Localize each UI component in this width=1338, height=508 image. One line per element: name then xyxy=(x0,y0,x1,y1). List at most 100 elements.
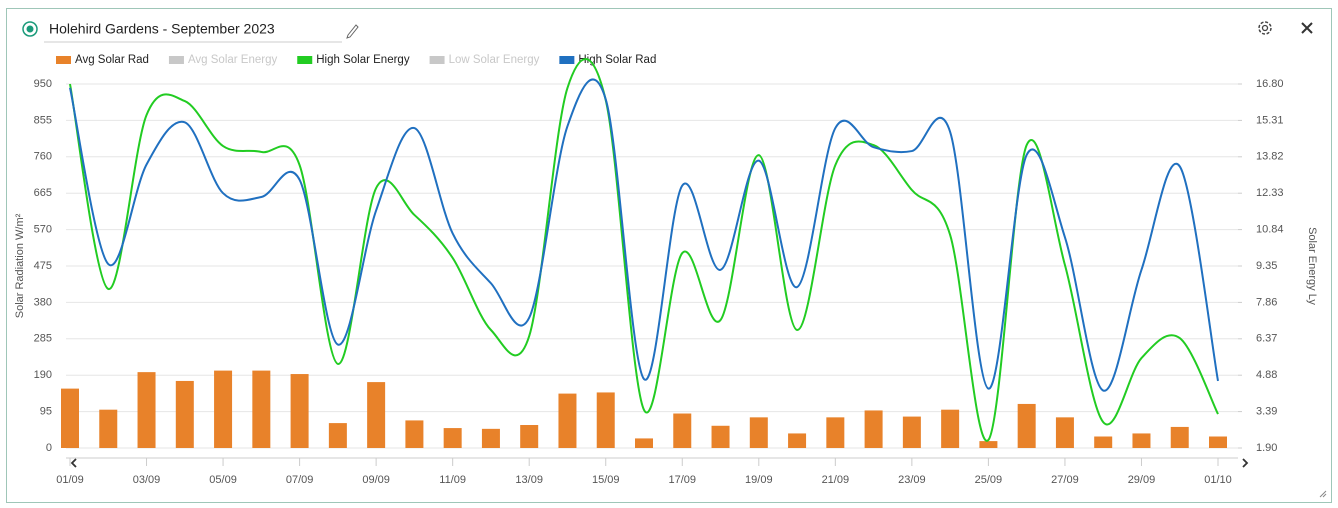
legend-label: Low Solar Energy xyxy=(449,54,540,66)
settings-icon[interactable] xyxy=(1258,21,1272,35)
x-tick-label: 09/09 xyxy=(362,474,390,486)
bar xyxy=(902,416,921,448)
y-tick-label: 950 xyxy=(34,78,52,90)
legend-swatch xyxy=(168,56,184,64)
bar xyxy=(405,420,424,448)
y2-tick-label: 7.86 xyxy=(1256,296,1277,308)
y-tick-label: 475 xyxy=(34,260,52,272)
y-tick-label: 95 xyxy=(40,406,52,418)
bar xyxy=(367,382,386,448)
bar xyxy=(826,417,845,448)
y-tick-label: 855 xyxy=(34,114,52,126)
legend-item[interactable]: Avg Solar Rad xyxy=(56,54,149,66)
y2-tick-label: 12.33 xyxy=(1256,187,1284,199)
legend-item[interactable]: High Solar Rad xyxy=(559,54,656,66)
y2-tick-label: 15.31 xyxy=(1256,114,1284,126)
x-tick-label: 21/09 xyxy=(822,474,850,486)
bar xyxy=(1209,436,1227,448)
bar xyxy=(214,370,233,448)
legend-swatch xyxy=(56,56,71,64)
bar xyxy=(520,425,539,448)
y-tick-label: 285 xyxy=(34,333,52,345)
legend-label: Avg Solar Rad xyxy=(75,54,149,66)
bar xyxy=(941,409,960,448)
legend-label: Avg Solar Energy xyxy=(188,54,278,66)
x-tick-label: 07/09 xyxy=(286,474,314,486)
bar xyxy=(481,428,500,448)
legend-swatch xyxy=(559,56,575,64)
x-tick-label: 29/09 xyxy=(1128,474,1156,486)
bar xyxy=(711,425,730,448)
legend-swatch xyxy=(429,56,445,64)
bar xyxy=(1055,417,1074,448)
x-tick-label: 13/09 xyxy=(515,474,543,486)
x-tick-label: 05/09 xyxy=(209,474,237,486)
y2-tick-label: 4.88 xyxy=(1256,369,1277,381)
y-tick-label: 665 xyxy=(34,187,52,199)
bar xyxy=(290,374,309,448)
bar xyxy=(252,370,271,448)
plot: 0 95 190 285 380 475 570 665 760 855 950 1.90 3.39 4.… xyxy=(34,58,1284,486)
bar xyxy=(979,441,998,448)
line xyxy=(69,78,1219,392)
x-tick-label: 01/09 xyxy=(56,474,84,486)
x-tick-label: 25/09 xyxy=(975,474,1003,486)
x-tick-label: 19/09 xyxy=(745,474,773,486)
bar xyxy=(175,380,194,448)
x-tick-label: 27/09 xyxy=(1051,474,1079,486)
scroll-right[interactable] xyxy=(1242,458,1249,468)
legend-label: High Solar Energy xyxy=(316,54,410,66)
y-tick-label: 190 xyxy=(34,369,52,381)
y-tick-label: 570 xyxy=(34,224,52,236)
bar xyxy=(137,372,156,448)
legend-item[interactable]: High Solar Energy xyxy=(297,54,410,66)
y2-tick-label: 3.39 xyxy=(1256,406,1277,418)
scroll-left[interactable] xyxy=(70,458,77,468)
bar xyxy=(61,388,79,448)
legend: Avg Solar Rad Avg Solar Energy High Solar … xyxy=(56,54,656,66)
x-tick-label: 01/10 xyxy=(1204,474,1232,486)
bar xyxy=(749,417,768,448)
x-tick-label: 15/09 xyxy=(592,474,620,486)
x-tick-label: 03/09 xyxy=(133,474,161,486)
bar xyxy=(788,433,807,448)
resize-grip[interactable] xyxy=(1319,490,1327,498)
legend-label: High Solar Rad xyxy=(578,54,656,66)
y2-axis-title: Solar Energy Ly xyxy=(1306,227,1318,305)
y-tick-label: 380 xyxy=(34,296,52,308)
x-tick-label: 11/09 xyxy=(439,474,466,486)
radio-dot xyxy=(26,25,34,33)
bar xyxy=(864,410,883,448)
y2-tick-label: 13.82 xyxy=(1256,151,1284,163)
y2-tick-label: 1.90 xyxy=(1256,442,1277,454)
bar xyxy=(99,409,118,448)
legend-item[interactable]: Low Solar Energy xyxy=(429,54,540,66)
bar xyxy=(596,392,615,448)
close-icon[interactable] xyxy=(1301,22,1313,34)
y2-tick-label: 10.84 xyxy=(1256,224,1284,236)
y-tick-label: 760 xyxy=(34,151,52,163)
y-tick-label: 0 xyxy=(46,442,52,454)
chart-title: Holehird Gardens - September 2023 xyxy=(49,21,275,37)
bar xyxy=(1017,403,1036,448)
bar xyxy=(1170,426,1189,448)
y-axis-title: Solar Radiation W/m² xyxy=(14,213,26,318)
legend-item[interactable]: Avg Solar Energy xyxy=(168,54,278,66)
bar xyxy=(328,423,347,448)
bar xyxy=(1132,433,1151,448)
y2-tick-label: 6.37 xyxy=(1256,333,1277,345)
y2-tick-label: 16.80 xyxy=(1256,78,1284,90)
bar xyxy=(1094,436,1113,448)
bar xyxy=(558,393,577,448)
legend-swatch xyxy=(297,56,313,64)
x-tick-label: 23/09 xyxy=(898,474,926,486)
radio-icon[interactable] xyxy=(22,21,38,37)
bar xyxy=(635,438,653,448)
y2-tick-label: 9.35 xyxy=(1256,260,1277,272)
edit-icon[interactable] xyxy=(346,24,359,39)
bar xyxy=(443,428,462,448)
bar xyxy=(673,413,692,448)
x-tick-label: 17/09 xyxy=(669,474,697,486)
